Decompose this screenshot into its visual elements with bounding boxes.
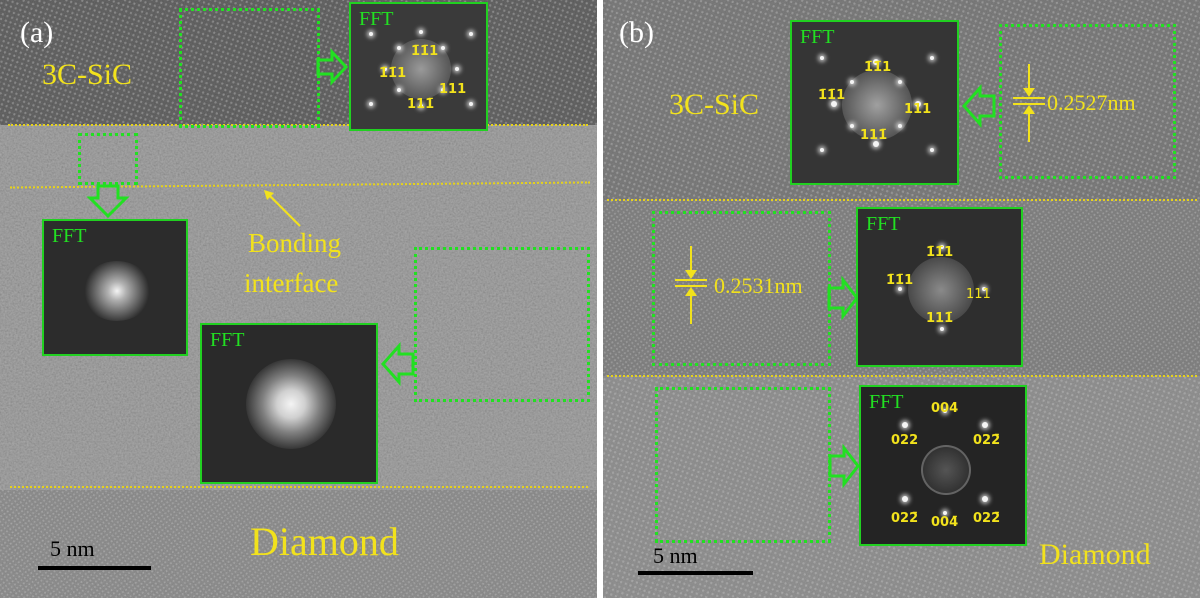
panel-a: (a) 3C-SiC Diamond Bonding interface FFT… [0,0,597,598]
fft-inset-sic-b: FFT 1̄1̄1 1̄1̄1 111 111̄ [790,20,959,185]
fft-inset-diamond-b: FFT 004 022 022̄ 022̄ 022̄ 004̄ [859,385,1027,546]
selection-box-sic-a [179,8,320,128]
interface-line-a-bottom [10,486,588,488]
arrow-left-icon [380,342,415,386]
spacing-marker-top [1013,64,1045,142]
fft-inset-interface-a: FFT [42,219,188,356]
fft-inset-interlayer-b: FFT 1̄1̄1 1̄1̄1 111 111̄ [856,207,1023,367]
index-lower-right: 022̄ [973,511,1001,526]
index-left: 1̄1̄1 [818,88,846,103]
index-top: 004 [931,401,959,416]
panel-label-a: (a) [20,16,54,49]
interface-line-b-top [607,199,1197,201]
selection-box-sic-b [999,24,1176,179]
selection-box-interface-a [78,133,138,185]
interface-line-b-bottom [607,375,1197,377]
index-bottom: 111̄ [407,97,435,112]
scale-bar-b [638,571,753,575]
index-left: 1̄1̄1 [379,66,407,81]
fft-inset-amorphous-a: FFT [200,323,378,484]
selection-box-diamond-b [655,387,831,543]
fft-label: FFT [869,391,904,413]
fft-inset-sic-a: FFT 1̄1̄1 1̄1̄1 111 111̄ [349,2,488,131]
arrow-down-icon [86,184,130,219]
index-bottom: 111̄ [860,128,888,143]
arrow-right-icon [828,443,860,489]
bonding-label-line1: Bonding [248,228,342,258]
diamond-label-b: Diamond [1039,538,1151,571]
index-bottom: 004̄ [931,515,959,530]
fft-label: FFT [866,213,901,235]
arrow-left-icon [961,84,996,128]
index-lower-left: 022̄ [891,511,919,526]
spacing-marker-mid [675,246,707,324]
index-upper-left: 022 [891,433,919,448]
scale-bar-label-a: 5 nm [50,536,95,561]
scale-bar-label-b: 5 nm [653,543,698,568]
bonding-label-line2: interface [244,268,339,298]
spacing-label-top: 0.2527nm [1047,90,1136,115]
index-right: 111 [966,287,991,302]
fft-label: FFT [210,329,245,351]
index-top: 1̄1̄1 [411,44,439,59]
fft-label: FFT [359,8,394,30]
sic-label-a: 3C-SiC [42,58,133,91]
index-left: 1̄1̄1 [886,273,914,288]
fft-label: FFT [800,26,835,48]
fft-label: FFT [52,225,87,247]
index-right: 111 [904,102,932,117]
panel-label-b: (b) [619,16,654,49]
scale-bar-a [38,566,151,570]
diamond-label-a: Diamond [250,519,399,564]
index-right: 111 [439,82,467,97]
sic-label-b: 3C-SiC [669,88,760,121]
sic-region-a [0,0,597,125]
index-bottom: 111̄ [926,311,954,326]
selection-box-amorphous-a [414,247,590,402]
diamond-region-a [0,490,597,598]
index-top: 1̄1̄1 [864,60,892,75]
panel-b: (b) 3C-SiC Diamond 0.2527nm 0.2531nm [603,0,1200,598]
arrow-right-icon [316,48,349,86]
index-upper-right: 022̄ [973,433,1001,448]
index-top: 1̄1̄1 [926,245,954,260]
arrow-right-icon [827,275,859,321]
spacing-label-mid: 0.2531nm [714,273,803,298]
bonding-pointer-arrow [264,190,301,227]
